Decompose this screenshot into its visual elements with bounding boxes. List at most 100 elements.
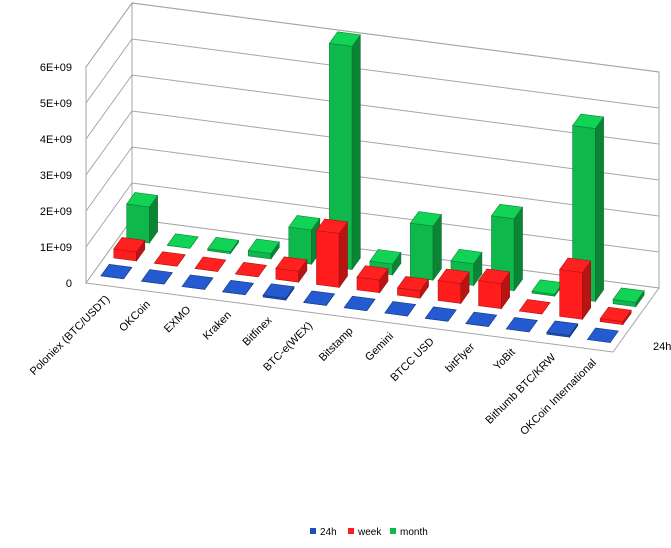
bar-top-face bbox=[437, 268, 470, 284]
gridline bbox=[85, 2, 660, 73]
bar-top-face bbox=[450, 248, 483, 265]
bar-week bbox=[396, 276, 430, 300]
legend-label: month bbox=[400, 527, 428, 538]
bar-24h bbox=[586, 327, 619, 343]
bar-week bbox=[234, 261, 267, 278]
bar-top-face bbox=[343, 295, 376, 312]
bar-top-face bbox=[303, 290, 336, 306]
y-tick-label: 5E+09 bbox=[40, 98, 72, 110]
bar-24h bbox=[262, 283, 295, 302]
y-axis-ticks: 0 1E+09 2E+09 3E+09 4E+09 5E+09 6E+09 bbox=[40, 62, 72, 290]
bar-week bbox=[437, 268, 470, 305]
gridline bbox=[85, 74, 660, 145]
bar-week bbox=[518, 299, 551, 315]
gridline bbox=[85, 110, 660, 181]
bar-24h bbox=[384, 301, 417, 317]
depth-axis-label: 24h bbox=[653, 341, 671, 353]
category-label: Poloniex (BTC/USDT) bbox=[28, 293, 113, 378]
bar-top-face bbox=[234, 261, 267, 278]
legend-label: week bbox=[357, 527, 382, 538]
bar-24h bbox=[303, 290, 336, 306]
bar-month bbox=[409, 211, 442, 282]
bar-24h bbox=[140, 269, 173, 285]
bar-front-face bbox=[316, 230, 340, 288]
bar-top-face bbox=[599, 306, 632, 323]
bar-front-face bbox=[559, 269, 583, 320]
bar-top-face bbox=[181, 274, 214, 290]
bar-front-face bbox=[126, 203, 150, 244]
bar-top-face bbox=[490, 203, 524, 220]
bar-24h bbox=[100, 263, 133, 280]
bar-top-face bbox=[546, 320, 579, 336]
y-tick-label: 1E+09 bbox=[40, 242, 72, 254]
bar-week bbox=[478, 268, 511, 310]
bar-top-face bbox=[424, 306, 457, 322]
bar-24h bbox=[343, 295, 376, 312]
bar-month bbox=[612, 287, 645, 308]
bar-month bbox=[166, 233, 199, 249]
category-label: Bitfinex bbox=[241, 314, 275, 348]
bar-month bbox=[572, 113, 605, 303]
category-label: EXMO bbox=[162, 304, 194, 336]
gridline bbox=[85, 182, 660, 253]
bar-top-face bbox=[113, 237, 146, 253]
bar-top-face bbox=[247, 238, 280, 254]
y-tick-label: 0 bbox=[66, 278, 72, 290]
bar-24h bbox=[221, 279, 255, 296]
legend-swatch bbox=[390, 528, 396, 534]
bar-top-face bbox=[194, 256, 227, 272]
y-tick-label: 2E+09 bbox=[40, 206, 72, 218]
bar-top-face bbox=[140, 269, 173, 285]
bar-24h bbox=[546, 320, 579, 339]
bar-month bbox=[207, 236, 240, 255]
bar-week bbox=[275, 256, 308, 284]
category-label: OKCoin International bbox=[518, 357, 599, 438]
bar-week bbox=[356, 265, 389, 294]
bar-24h bbox=[505, 317, 538, 333]
bar-top-face bbox=[612, 287, 645, 303]
bar-month bbox=[247, 238, 280, 260]
bar-top-face bbox=[153, 251, 186, 267]
bar-top-face bbox=[288, 215, 321, 231]
bar-front-face bbox=[478, 280, 502, 310]
legend-swatch bbox=[310, 528, 316, 534]
gridline bbox=[85, 38, 660, 109]
category-label: YoBit bbox=[491, 346, 517, 372]
bar-series bbox=[100, 31, 645, 343]
gridline bbox=[85, 146, 660, 217]
bar-week bbox=[153, 251, 186, 267]
bar-top-face bbox=[369, 249, 402, 265]
bar-24h bbox=[465, 311, 498, 327]
bar-top-face bbox=[275, 256, 308, 272]
bar-top-face bbox=[100, 263, 133, 280]
bar-24h bbox=[181, 274, 214, 290]
category-label: OKCoin bbox=[117, 299, 153, 335]
bar-top-face bbox=[586, 327, 619, 343]
bar-week bbox=[559, 257, 592, 321]
bar-week bbox=[194, 256, 227, 272]
category-label: Gemini bbox=[363, 330, 396, 363]
legend: 24h week month bbox=[310, 527, 428, 538]
bar-week bbox=[113, 237, 146, 262]
depth-axis-label-text: 24h bbox=[653, 341, 671, 353]
bar-month bbox=[288, 215, 321, 266]
bar-top-face bbox=[384, 301, 417, 317]
bar-top-face bbox=[559, 257, 592, 273]
bar-top-face bbox=[356, 265, 389, 281]
legend-swatch bbox=[348, 528, 354, 534]
bar-top-face bbox=[315, 218, 349, 234]
bar-top-face bbox=[572, 113, 605, 129]
bar-top-face bbox=[166, 233, 199, 249]
bar-top-face bbox=[409, 211, 442, 227]
legend-label: 24h bbox=[320, 527, 337, 538]
bar-top-face bbox=[126, 192, 159, 208]
bar-week bbox=[315, 218, 349, 289]
bar-top-face bbox=[207, 236, 240, 253]
category-label: Bitstamp bbox=[317, 325, 356, 364]
bar-front-face bbox=[410, 222, 434, 281]
bar-top-face bbox=[262, 283, 295, 299]
bar-week bbox=[599, 306, 632, 326]
bar-month bbox=[328, 31, 361, 271]
